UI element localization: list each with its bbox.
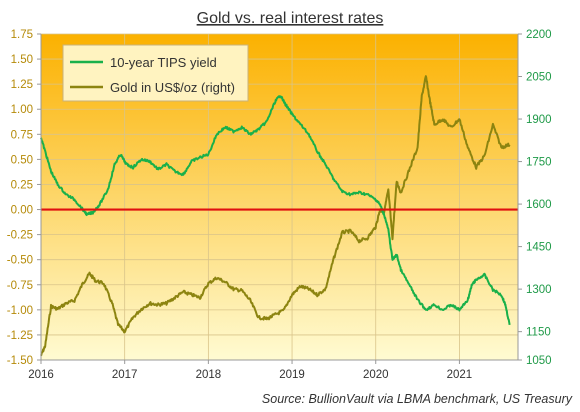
y-left-tick-label: -0.25: [7, 230, 33, 242]
y-left-tick-label: -1.25: [7, 330, 33, 342]
x-tick-label: 2019: [279, 369, 305, 381]
x-tick-label: 2016: [28, 369, 54, 381]
x-tick-label: 2021: [447, 369, 473, 381]
y-right-tick-label: 1750: [526, 157, 552, 169]
y-left-tick-label: 0.50: [11, 154, 33, 166]
y-right-tick-label: 1300: [526, 284, 552, 296]
legend-label-gold: Gold in US$/oz (right): [110, 80, 235, 95]
x-tick-label: 2017: [112, 369, 138, 381]
y-left-tick-label: 1.00: [11, 104, 33, 116]
axis-labels: 1.75 1.50 1.25 1.00 0.75 0.50 0.25 0.00 -0.25 -0.…: [7, 29, 552, 381]
legend-label-tips: 10-year TIPS yield: [110, 55, 217, 70]
y-right-tick-label: 1450: [526, 242, 552, 254]
legend-box: [62, 44, 249, 102]
y-right-tick-label: 1150: [526, 327, 551, 339]
y-left-tick-label: 1.50: [11, 54, 33, 66]
x-tick-label: 2020: [363, 369, 389, 381]
y-left-tick-label: -1.00: [7, 305, 33, 317]
series-line-gold-price: [40, 75, 511, 357]
x-tick-label: 2018: [196, 369, 222, 381]
y-right-tick-label: 1900: [526, 114, 552, 126]
y-left-tick-label: -1.50: [7, 355, 33, 367]
chart-title: Gold vs. real interest rates: [197, 10, 384, 27]
series-layer: [40, 75, 511, 357]
y-left-tick-label: 0.25: [11, 179, 33, 191]
y-left-tick-label: -0.50: [7, 255, 33, 267]
source-note: Source: BullionVault via LBMA benchmark,…: [262, 392, 573, 406]
y-right-tick-label: 2050: [526, 72, 552, 84]
y-left-tick-label: 1.25: [11, 79, 33, 91]
y-right-tick-label: 2200: [526, 29, 552, 41]
y-left-tick-label: 1.75: [11, 29, 33, 41]
series-line-tips-yield: [40, 95, 511, 326]
y-left-tick-label: 0.00: [11, 205, 33, 217]
y-right-tick-label: 1050: [526, 355, 552, 367]
y-left-tick-label: -0.75: [7, 280, 33, 292]
legend: 10-year TIPS yield Gold in US$/oz (right…: [62, 44, 249, 102]
y-right-tick-label: 1600: [526, 199, 552, 211]
y-left-tick-label: 0.75: [11, 129, 33, 141]
